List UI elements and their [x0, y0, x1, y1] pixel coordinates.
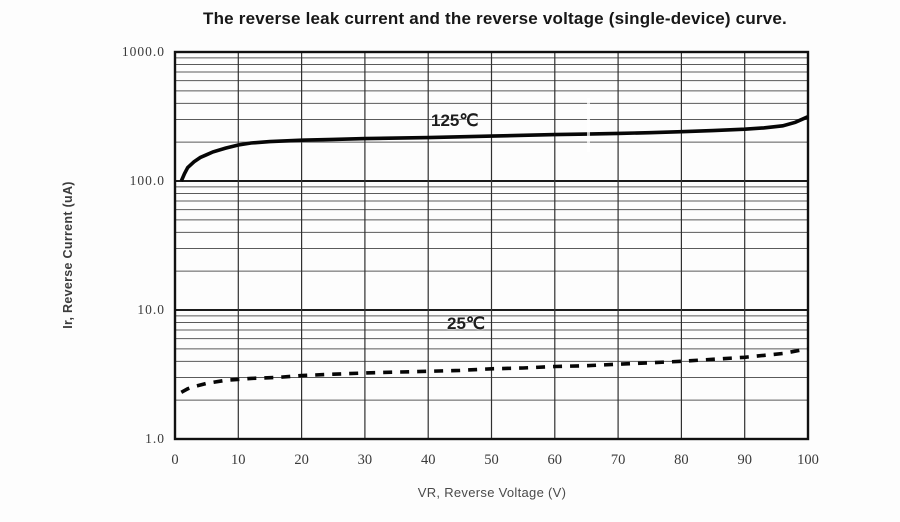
- x-tick-label: 90: [737, 452, 752, 468]
- y-tick-label: 1000.0: [121, 44, 165, 59]
- x-tick-label: 50: [484, 452, 499, 468]
- y-tick-label: 10.0: [137, 302, 165, 317]
- y-tick-label: 100.0: [129, 173, 165, 188]
- x-tick-label: 40: [420, 452, 436, 468]
- x-axis-title: VR, Reverse Voltage (V): [417, 485, 567, 500]
- x-tick-label: 70: [610, 452, 626, 468]
- series-label-125c: 125℃: [431, 111, 479, 130]
- curve-125c: [179, 115, 809, 182]
- x-tick-label: 0: [171, 452, 179, 468]
- series-label-25c: 25℃: [447, 314, 486, 333]
- x-tick-label: 10: [231, 452, 246, 468]
- plot-border: [173, 50, 810, 441]
- x-tick-label: 60: [547, 452, 563, 468]
- x-tick-label: 80: [674, 452, 689, 468]
- curve-25c: [180, 347, 809, 394]
- x-tick-label: 100: [797, 452, 819, 468]
- x-tick-label: 30: [357, 452, 373, 468]
- x-tick-label: 20: [294, 452, 309, 468]
- y-axis-title: Ir, Reverse Current (uA): [61, 181, 75, 329]
- y-tick-label: 1.0: [145, 431, 165, 446]
- page-title: The reverse leak current and the reverse…: [203, 9, 787, 28]
